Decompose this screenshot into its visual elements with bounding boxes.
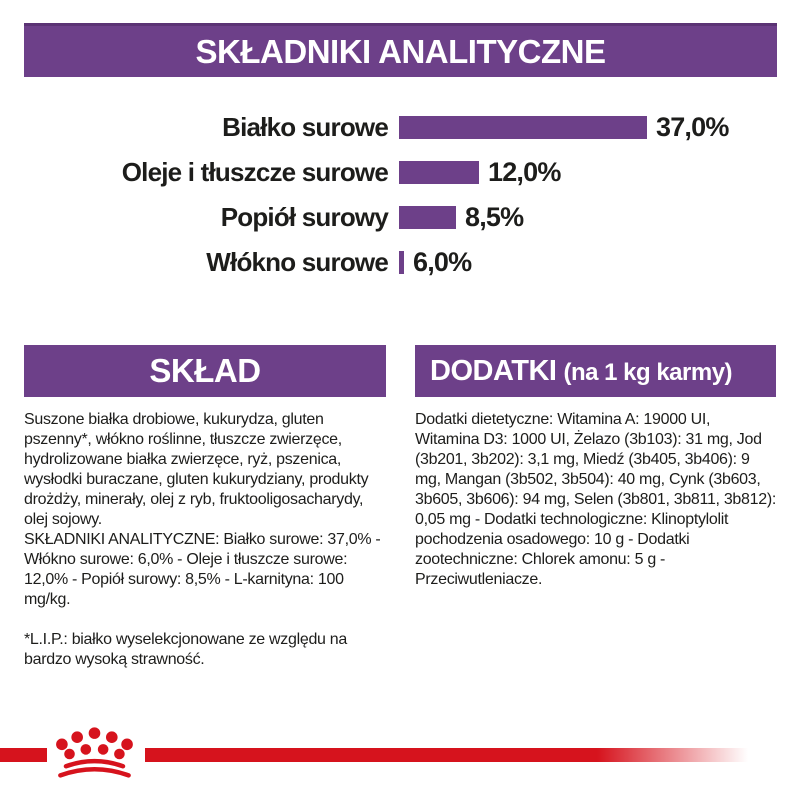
chart-row: Popiół surowy 8,5%	[0, 202, 800, 232]
analytical-constituents-header: SKŁADNIKI ANALITYCZNE	[24, 23, 777, 77]
additives-section: DODATKI (na 1 kg karmy) Dodatki dietetycz…	[415, 345, 776, 670]
info-columns: SKŁAD Suszone białka drobiowe, kukurydza…	[24, 345, 777, 670]
chart-value-label: 6,0%	[413, 247, 472, 277]
chart-row: Oleje i tłuszcze surowe 12,0%	[0, 157, 800, 187]
chart-category-label: Oleje i tłuszcze surowe	[121, 157, 389, 187]
chart-row: Włókno surowe 6,0%	[0, 247, 800, 277]
chart-category-label: Włókno surowe	[206, 247, 389, 277]
analytical-chart: Białko surowe 37,0% Oleje i tłuszcze surow…	[0, 112, 800, 296]
chart-category-label: Popiół surowy	[220, 202, 389, 232]
brand-stripe-left	[0, 748, 47, 762]
additives-text: Dodatki dietetyczne: Witamina A: 19000 U…	[415, 411, 776, 588]
composition-header: SKŁAD	[24, 345, 386, 397]
brand-stripe-right	[145, 748, 748, 762]
chart-value-label: 12,0%	[488, 157, 561, 187]
composition-section: SKŁAD Suszone białka drobiowe, kukurydza…	[24, 345, 386, 670]
additives-header-sub: (na 1 kg karmy)	[563, 359, 733, 386]
chart-bar	[399, 161, 479, 184]
chart-bar	[399, 251, 404, 274]
royal-canin-crown-icon	[56, 727, 133, 778]
chart-bar	[399, 206, 456, 229]
additives-body: Dodatki dietetyczne: Witamina A: 19000 U…	[415, 410, 776, 590]
chart-bar	[399, 116, 647, 139]
composition-ingredients-text: Suszone białka drobiowe, kukurydza, glut…	[24, 411, 369, 528]
chart-row: Białko surowe 37,0%	[0, 112, 800, 142]
chart-value-label: 37,0%	[656, 112, 729, 142]
chart-value-label: 8,5%	[465, 202, 524, 232]
composition-analytical-text: SKŁADNIKI ANALITYCZNE: Białko surowe: 37…	[24, 531, 381, 608]
composition-body: Suszone białka drobiowe, kukurydza, glut…	[24, 410, 386, 670]
additives-header: DODATKI (na 1 kg karmy)	[415, 345, 776, 397]
lip-footnote-text: *L.I.P.: białko wyselekcjonowane ze wzgl…	[24, 631, 347, 668]
additives-header-main: DODATKI	[430, 355, 557, 387]
chart-category-label: Białko surowe	[222, 112, 389, 142]
